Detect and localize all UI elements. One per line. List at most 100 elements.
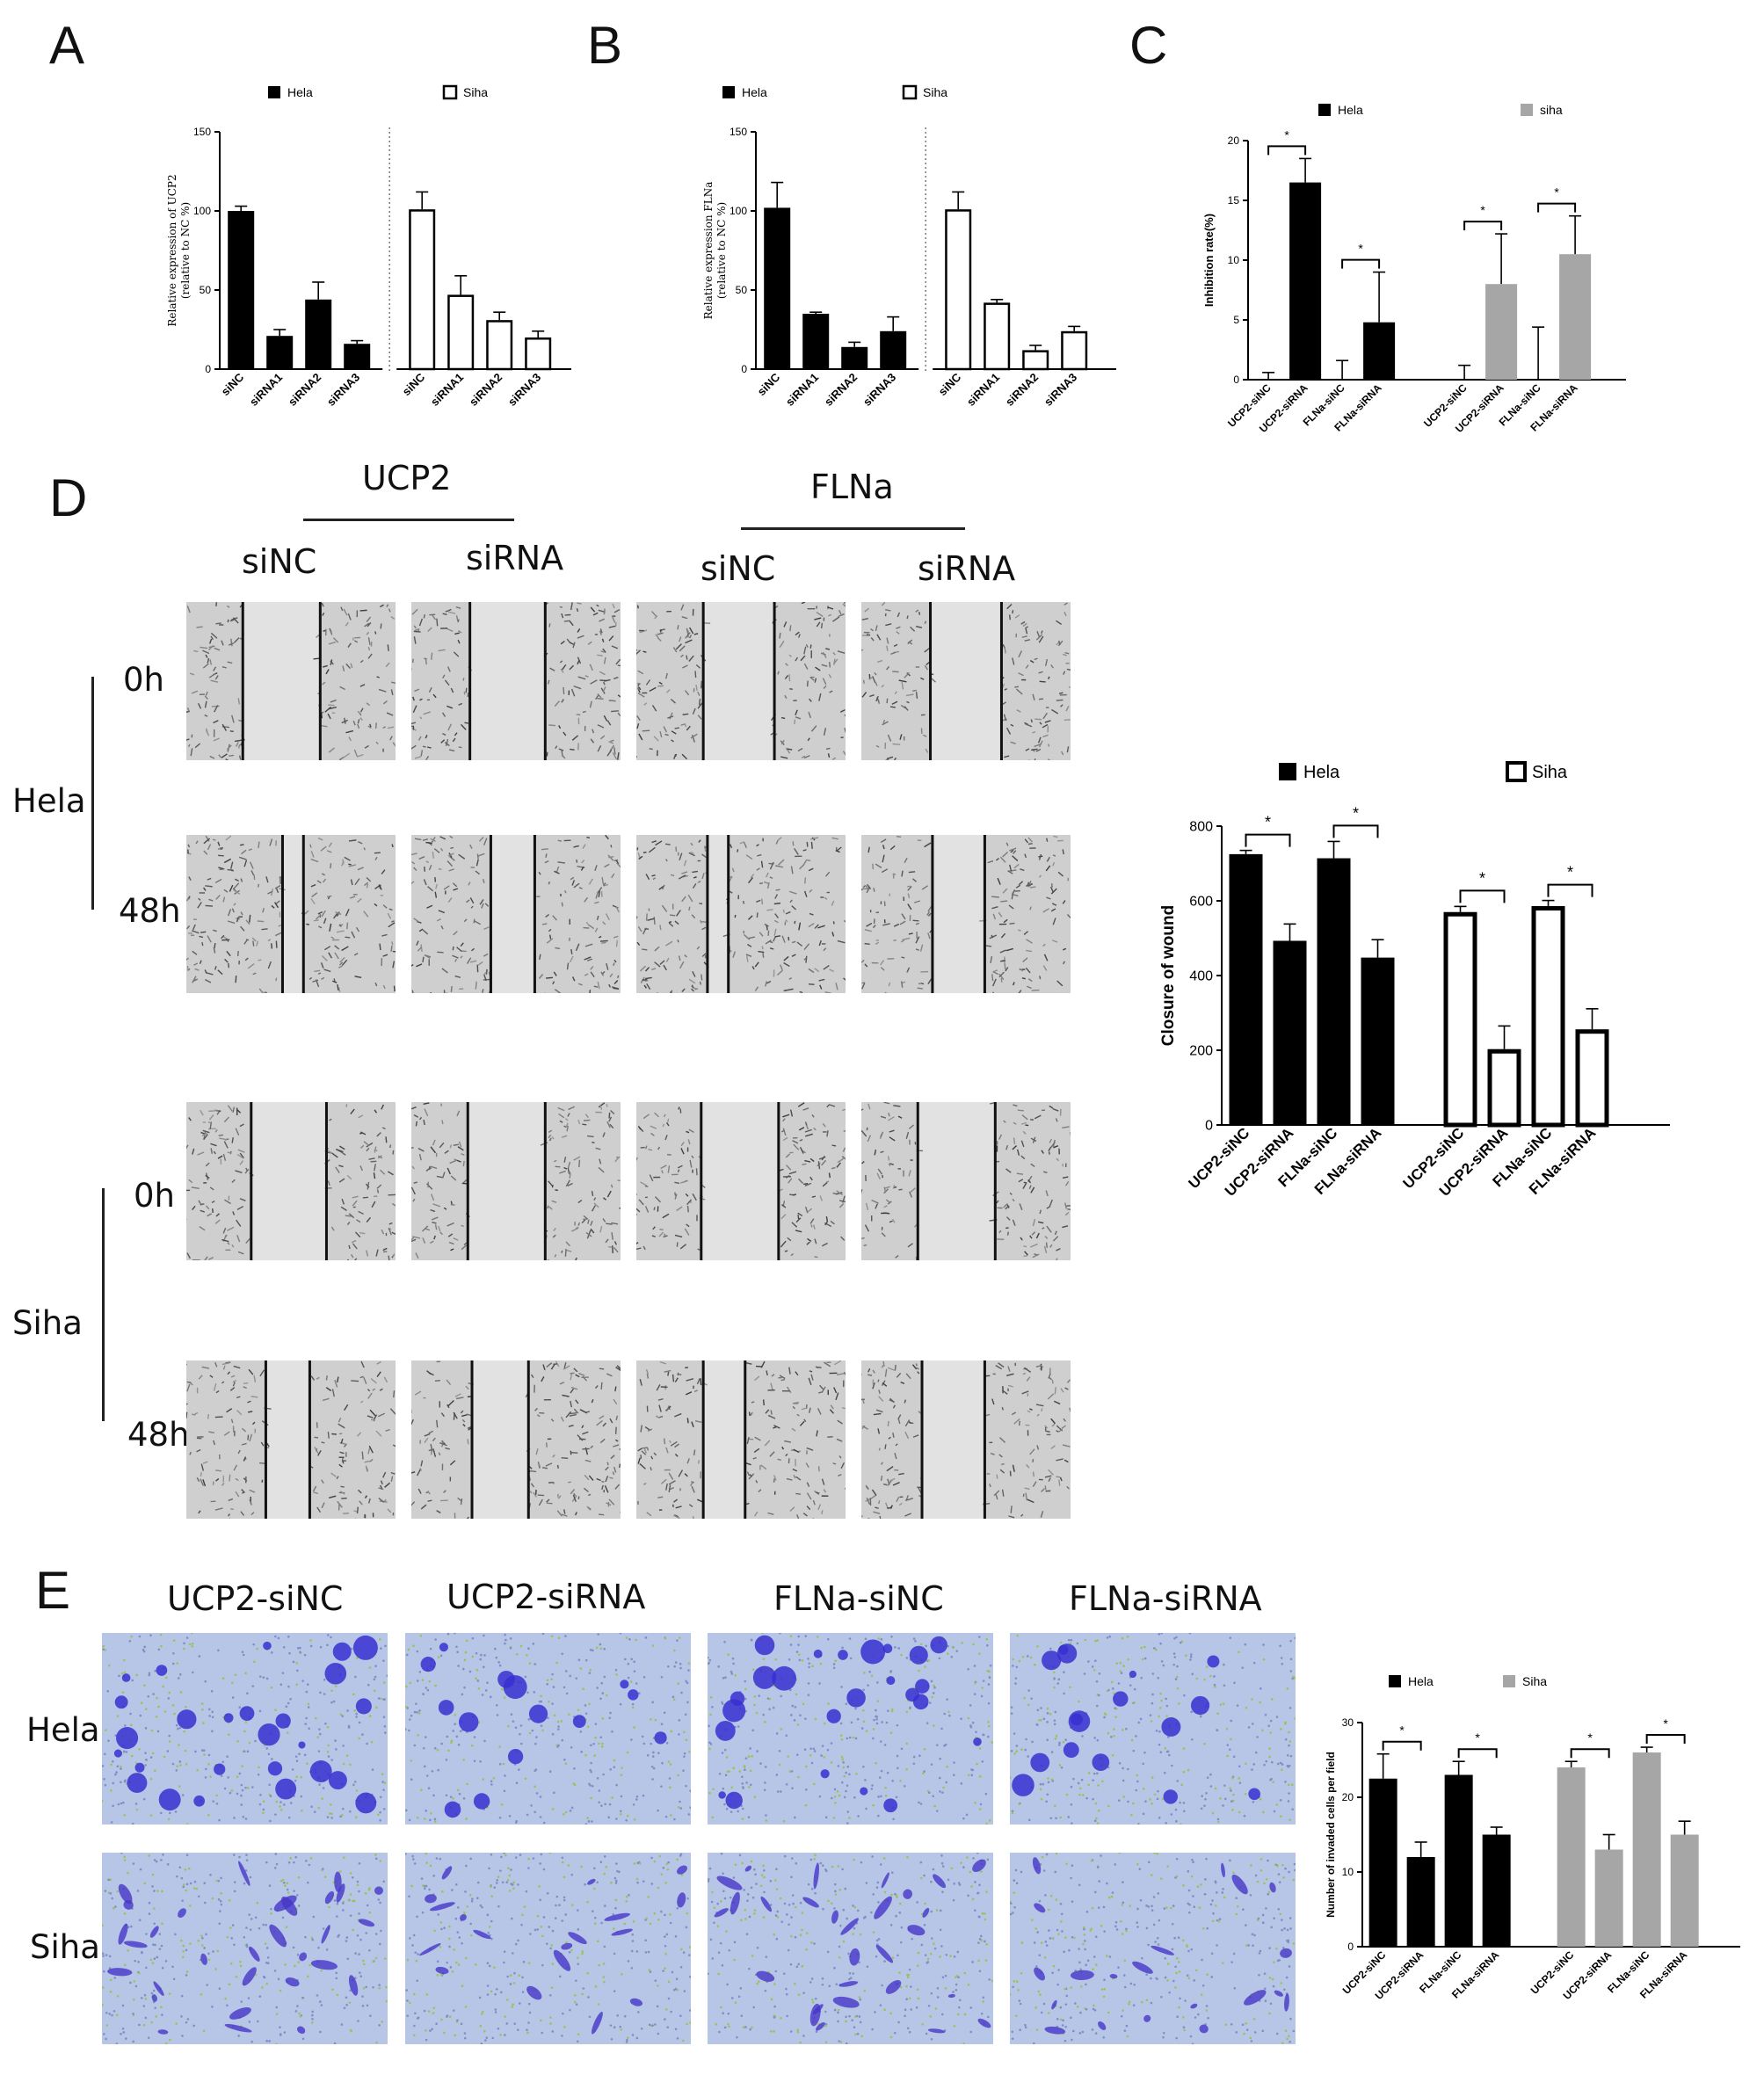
cell bbox=[577, 1496, 580, 1499]
pore bbox=[561, 1652, 563, 1656]
pore bbox=[1034, 1663, 1036, 1666]
cell bbox=[227, 1226, 235, 1231]
cell bbox=[785, 747, 791, 754]
cell bbox=[388, 1227, 392, 1236]
cell bbox=[843, 1371, 846, 1375]
cell bbox=[381, 1229, 385, 1235]
pore bbox=[1158, 1730, 1161, 1733]
cell bbox=[587, 1135, 594, 1138]
cell bbox=[213, 1382, 217, 1391]
pore bbox=[204, 1776, 207, 1779]
pore bbox=[732, 1767, 736, 1770]
cell bbox=[330, 1226, 335, 1231]
pore bbox=[257, 1774, 260, 1776]
cell bbox=[828, 1172, 831, 1179]
cell bbox=[548, 1180, 553, 1186]
cell bbox=[699, 903, 703, 905]
pore bbox=[834, 1659, 837, 1662]
cell bbox=[1022, 957, 1028, 963]
pore bbox=[497, 1661, 500, 1664]
cell bbox=[818, 693, 822, 701]
cell bbox=[898, 1472, 904, 1476]
pore bbox=[449, 1796, 453, 1798]
pore bbox=[295, 1775, 299, 1779]
pore bbox=[625, 1818, 628, 1822]
cell bbox=[258, 959, 262, 961]
cell bbox=[223, 889, 229, 893]
cell bbox=[235, 1491, 240, 1498]
cell bbox=[386, 712, 394, 716]
panel-label-a: A bbox=[49, 16, 85, 75]
pore bbox=[1244, 1792, 1247, 1796]
cell bbox=[313, 1491, 319, 1495]
pore bbox=[459, 1730, 462, 1733]
pore bbox=[246, 1692, 249, 1695]
cell bbox=[188, 1179, 193, 1184]
pore bbox=[751, 1729, 755, 1732]
cell bbox=[833, 658, 836, 665]
cell bbox=[444, 1150, 449, 1154]
cell bbox=[888, 1116, 895, 1121]
pore bbox=[1216, 1729, 1219, 1732]
cell bbox=[1051, 940, 1058, 943]
pore bbox=[160, 1644, 163, 1648]
cell bbox=[833, 1387, 838, 1394]
pore bbox=[711, 1816, 715, 1819]
cell bbox=[1006, 1231, 1009, 1236]
cell bbox=[227, 1151, 232, 1154]
pore bbox=[737, 1810, 739, 1813]
y-axis-label: Number of invaded cells per field bbox=[1325, 1752, 1337, 1918]
cell bbox=[819, 984, 823, 990]
cell bbox=[995, 1364, 1003, 1370]
pore bbox=[600, 1745, 604, 1748]
cell bbox=[652, 1226, 656, 1230]
pore bbox=[427, 1787, 431, 1790]
cell bbox=[222, 896, 226, 903]
cell bbox=[605, 835, 609, 840]
cell bbox=[530, 1374, 534, 1378]
cell bbox=[789, 899, 793, 903]
cell bbox=[232, 1106, 236, 1113]
cell bbox=[469, 897, 475, 904]
pore bbox=[551, 1732, 555, 1736]
cell bbox=[1050, 1445, 1056, 1450]
cell bbox=[601, 1480, 605, 1483]
pore bbox=[619, 1810, 622, 1813]
legend-label: Siha bbox=[1522, 1674, 1547, 1688]
pore bbox=[148, 1672, 151, 1675]
cell bbox=[877, 1168, 883, 1175]
cell bbox=[896, 626, 901, 629]
cell bbox=[338, 1178, 345, 1183]
cell bbox=[665, 1484, 668, 1491]
pore bbox=[299, 1646, 301, 1650]
pore bbox=[832, 1666, 836, 1670]
cell bbox=[471, 947, 475, 952]
cell bbox=[392, 961, 396, 969]
cell bbox=[425, 860, 430, 864]
cell bbox=[915, 1363, 918, 1367]
cell bbox=[888, 1163, 891, 1167]
cell bbox=[461, 1414, 468, 1418]
cell bbox=[639, 965, 647, 972]
pore bbox=[933, 1804, 937, 1808]
cell bbox=[809, 1218, 815, 1224]
pore bbox=[504, 1774, 506, 1777]
pore bbox=[747, 1816, 751, 1818]
pore bbox=[969, 1704, 972, 1707]
cell bbox=[548, 724, 555, 727]
bar bbox=[764, 207, 791, 369]
cell bbox=[439, 836, 446, 840]
pore bbox=[856, 1717, 860, 1721]
cell bbox=[574, 1512, 577, 1516]
pore bbox=[756, 1750, 759, 1752]
pore bbox=[987, 1683, 991, 1686]
pore bbox=[804, 1717, 807, 1720]
cell bbox=[425, 1228, 431, 1231]
cell bbox=[1008, 847, 1017, 852]
cell bbox=[222, 1227, 227, 1234]
pore bbox=[375, 1706, 378, 1709]
cell bbox=[753, 1375, 760, 1382]
significance-bracket bbox=[1245, 833, 1291, 847]
cell bbox=[1006, 1204, 1010, 1208]
cell bbox=[205, 904, 214, 907]
